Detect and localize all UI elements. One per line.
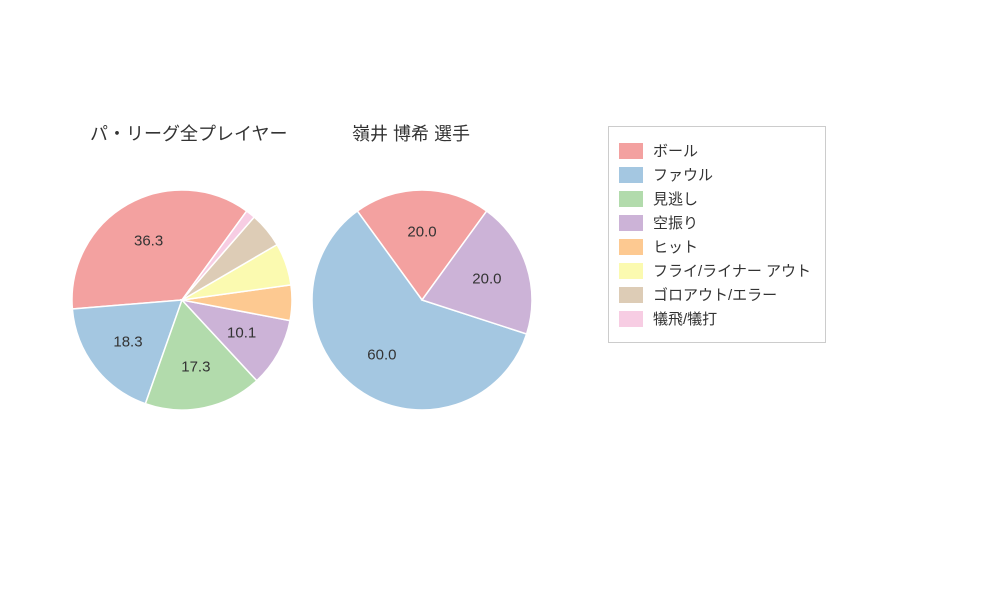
legend-swatch-swing	[619, 215, 643, 231]
legend-swatch-ball	[619, 143, 643, 159]
pie-label-league-swing: 10.1	[227, 325, 256, 342]
legend-item-foul: ファウル	[619, 164, 811, 185]
legend-item-swing: 空振り	[619, 212, 811, 233]
legend-swatch-sac	[619, 311, 643, 327]
legend-swatch-look	[619, 191, 643, 207]
legend-item-look: 見逃し	[619, 188, 811, 209]
legend-label-ball: ボール	[653, 140, 698, 161]
legend-item-hit: ヒット	[619, 236, 811, 257]
pie-label-league-ball: 36.3	[134, 232, 163, 249]
legend-item-sac: 犠飛/犠打	[619, 308, 811, 329]
pie-player	[310, 188, 534, 412]
legend-label-foul: ファウル	[653, 164, 713, 185]
legend-label-flyout: フライ/ライナー アウト	[653, 260, 811, 281]
chart-title-player: 嶺井 博希 選手	[352, 120, 470, 146]
chart-title-league: パ・リーグ全プレイヤー	[90, 120, 287, 146]
legend-label-hit: ヒット	[653, 236, 698, 257]
pie-league	[70, 188, 294, 412]
legend-label-look: 見逃し	[653, 188, 698, 209]
pie-label-player-swing: 20.0	[472, 270, 501, 287]
pie-label-league-look: 17.3	[181, 358, 210, 375]
legend-swatch-flyout	[619, 263, 643, 279]
chart-stage: パ・リーグ全プレイヤー 36.3 18.3 17.3 10.1 嶺井 博希 選手 20.0 6…	[0, 0, 1000, 600]
legend-item-groundout: ゴロアウト/エラー	[619, 284, 811, 305]
legend-label-sac: 犠飛/犠打	[653, 308, 717, 329]
legend-item-ball: ボール	[619, 140, 811, 161]
legend-swatch-foul	[619, 167, 643, 183]
pie-label-player-ball: 20.0	[407, 223, 436, 240]
legend-swatch-groundout	[619, 287, 643, 303]
legend-swatch-hit	[619, 239, 643, 255]
pie-label-player-foul: 60.0	[367, 347, 396, 364]
legend-label-swing: 空振り	[653, 212, 698, 233]
pie-label-league-foul: 18.3	[113, 333, 142, 350]
legend-label-groundout: ゴロアウト/エラー	[653, 284, 777, 305]
legend: ボールファウル見逃し空振りヒットフライ/ライナー アウトゴロアウト/エラー犠飛/…	[608, 126, 826, 343]
legend-item-flyout: フライ/ライナー アウト	[619, 260, 811, 281]
